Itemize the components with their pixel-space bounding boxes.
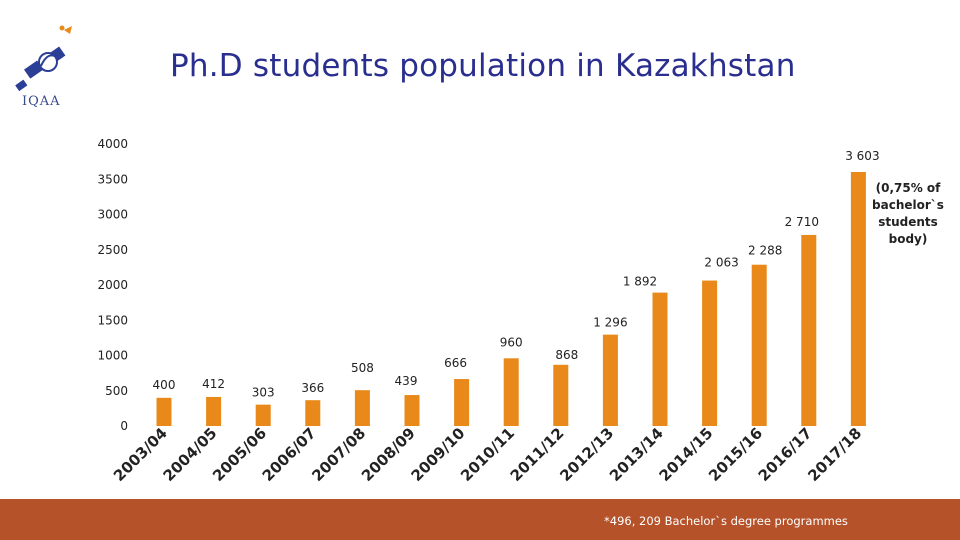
value-label: 508 — [351, 361, 374, 375]
value-label: 2 288 — [748, 244, 782, 258]
value-label: 3 603 — [845, 149, 879, 163]
value-label: 868 — [555, 348, 578, 362]
value-labels: 400 412 303 366 508 439 666 960 868 1 296 1 892 2 0… — [153, 149, 880, 400]
x-tick-label: 2005/06 — [209, 424, 270, 485]
iqaa-logo-icon — [15, 25, 72, 92]
x-tick-label: 2017/18 — [804, 424, 865, 485]
y-tick-label: 500 — [105, 384, 128, 398]
bar — [354, 390, 370, 426]
x-axis-labels: 2003/042004/052005/062006/072007/082008/… — [110, 424, 865, 485]
y-axis: 0 500 1000 1500 2000 2500 3000 3500 4000 — [97, 137, 128, 433]
x-tick-label: 2006/07 — [259, 424, 320, 485]
logo-text: IQAA — [22, 94, 61, 109]
bar — [255, 404, 271, 426]
x-tick-label: 2014/15 — [656, 424, 717, 485]
y-tick-label: 1000 — [97, 349, 128, 363]
y-tick-label: 3000 — [97, 208, 128, 222]
value-label: 412 — [202, 377, 225, 391]
y-tick-label: 2000 — [97, 278, 128, 292]
x-tick-label: 2007/08 — [308, 424, 369, 485]
x-tick-label: 2010/11 — [457, 424, 518, 485]
bar — [602, 334, 618, 426]
bar — [305, 400, 321, 426]
x-tick-label: 2011/12 — [507, 424, 568, 485]
bar — [206, 396, 222, 426]
value-label: 366 — [301, 381, 324, 395]
x-tick-label: 2008/09 — [358, 424, 419, 485]
bar-chart: 0 500 1000 1500 2000 2500 3000 3500 4000 400 412 3… — [97, 137, 880, 485]
chart-annotation: (0,75% of bachelor`s students body) — [872, 181, 944, 246]
value-label: 1 892 — [623, 275, 657, 289]
footnote: *496, 209 Bachelor`s degree programmes — [604, 514, 848, 528]
y-tick-label: 1500 — [97, 313, 128, 327]
y-tick-label: 0 — [120, 419, 128, 433]
value-label: 303 — [252, 386, 275, 400]
bar — [503, 358, 519, 426]
bar — [404, 395, 420, 426]
bar — [801, 234, 817, 426]
y-tick-label: 2500 — [97, 243, 128, 257]
y-tick-label: 4000 — [97, 137, 128, 151]
value-label: 439 — [395, 374, 418, 388]
value-label: 1 296 — [593, 316, 627, 330]
value-label: 2 710 — [785, 215, 819, 229]
page-title: Ph.D students population in Kazakhstan — [170, 48, 796, 84]
bars — [156, 171, 866, 426]
x-tick-label: 2015/16 — [705, 424, 766, 485]
x-tick-label: 2012/13 — [556, 424, 617, 485]
bar — [553, 364, 569, 426]
value-label: 2 063 — [704, 256, 738, 270]
value-label: 960 — [500, 335, 523, 349]
bar — [652, 292, 668, 426]
y-tick-label: 3500 — [97, 172, 128, 186]
x-tick-label: 2016/17 — [755, 424, 816, 485]
bar — [751, 264, 767, 426]
bar — [850, 171, 866, 426]
value-label: 400 — [153, 378, 176, 392]
value-label: 666 — [444, 356, 467, 370]
bar — [454, 379, 470, 426]
bar — [702, 280, 718, 426]
bar — [156, 397, 172, 426]
x-tick-label: 2003/04 — [110, 424, 171, 485]
x-tick-label: 2009/10 — [408, 424, 469, 485]
footer-bar — [0, 499, 960, 540]
x-tick-label: 2013/14 — [606, 424, 667, 485]
x-tick-label: 2004/05 — [160, 424, 221, 485]
